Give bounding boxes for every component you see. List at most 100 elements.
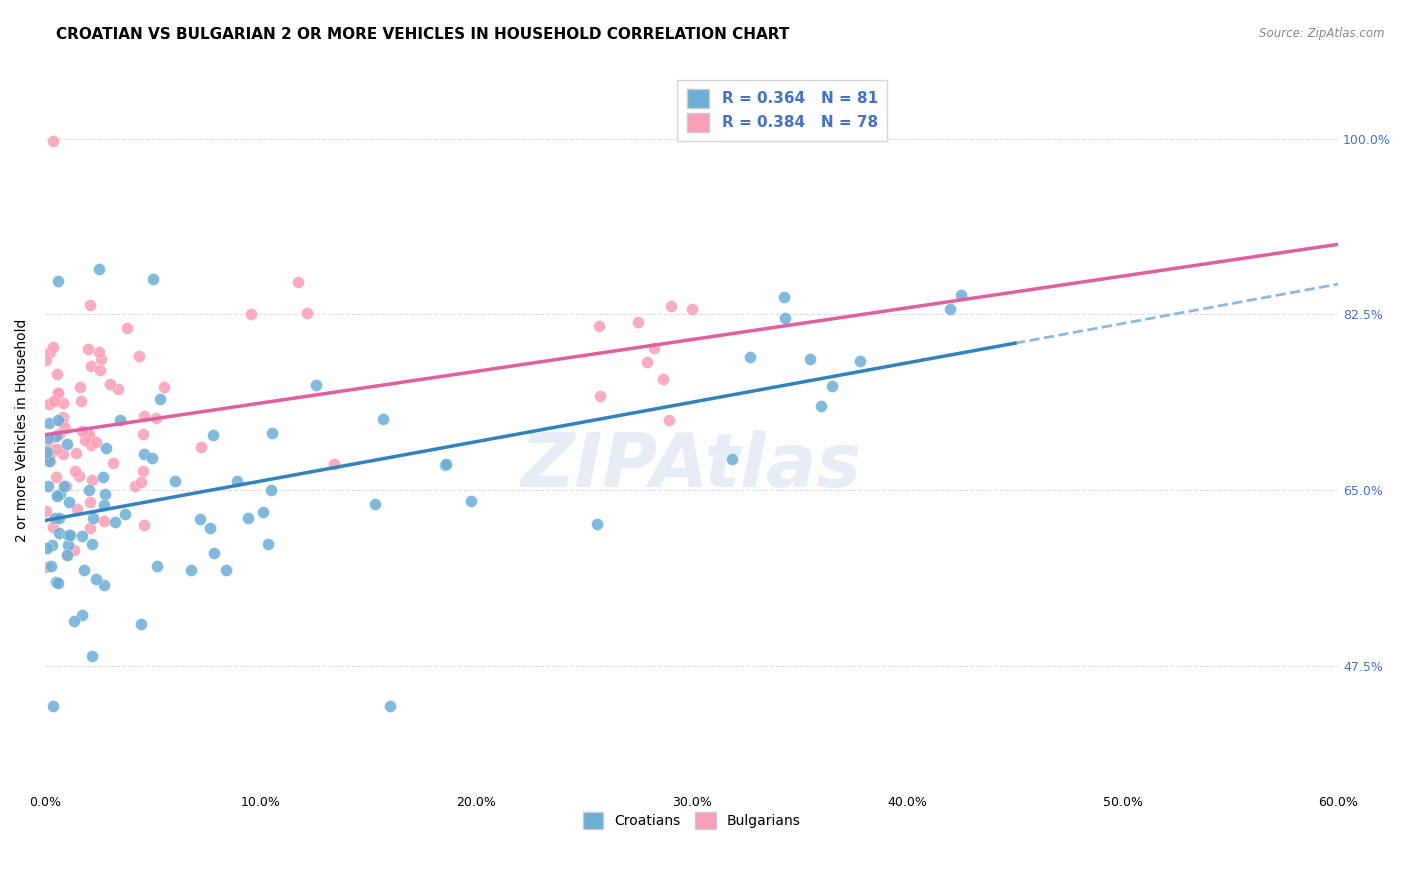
Point (643, 341, 665, 355)
Point (70, 607, 93, 622)
Point (67, 469, 90, 483)
Point (44, 510, 66, 524)
Point (108, 413, 131, 427)
Point (128, 349, 150, 363)
Point (37, 444, 59, 458)
Point (90, 352, 112, 367)
Point (323, 457, 346, 471)
Point (202, 546, 225, 560)
Point (56, 548, 79, 562)
Point (38, 454, 60, 468)
Point (52, 447, 75, 461)
Point (114, 508, 136, 522)
Point (35, 504, 58, 518)
Point (55, 548, 77, 562)
Point (53, 479, 76, 493)
Point (49, 487, 72, 501)
Point (287, 276, 309, 290)
Point (586, 516, 609, 531)
Point (77, 426, 100, 441)
Point (72, 528, 94, 542)
Point (79, 521, 101, 535)
Point (202, 428, 225, 442)
Point (45, 442, 67, 457)
Point (98, 376, 121, 391)
Text: ZIPAtlas: ZIPAtlas (522, 430, 862, 502)
Point (38, 454, 60, 468)
Point (260, 425, 283, 440)
Point (63, 614, 86, 628)
Point (58, 495, 80, 509)
Point (636, 355, 658, 369)
Point (239, 307, 262, 321)
Point (589, 389, 612, 403)
Point (41, 446, 63, 460)
Point (46, 413, 69, 427)
Point (132, 518, 155, 533)
Point (252, 504, 274, 518)
Point (41, 538, 63, 552)
Point (364, 497, 387, 511)
Point (59, 528, 82, 542)
Point (82, 510, 104, 524)
Text: CROATIAN VS BULGARIAN 2 OR MORE VEHICLES IN HOUSEHOLD CORRELATION CHART: CROATIAN VS BULGARIAN 2 OR MORE VEHICLES… (56, 27, 790, 42)
Point (41, 520, 63, 534)
Text: Source: ZipAtlas.com: Source: ZipAtlas.com (1260, 27, 1385, 40)
Point (434, 457, 457, 471)
Point (35, 560, 58, 574)
Point (153, 380, 176, 394)
Point (44, 393, 66, 408)
Point (146, 559, 169, 574)
Point (163, 474, 186, 488)
Point (37, 432, 59, 446)
Point (132, 464, 155, 478)
Point (304, 377, 326, 392)
Point (773, 290, 796, 304)
Point (38, 450, 60, 465)
Point (260, 483, 283, 497)
Point (56, 437, 79, 451)
Point (104, 515, 127, 529)
Point (659, 299, 682, 313)
Point (93, 498, 115, 512)
Point (134, 447, 156, 461)
Point (89, 362, 111, 376)
Point (588, 318, 610, 333)
Point (55, 478, 77, 492)
Point (79, 297, 101, 311)
Point (190, 440, 212, 454)
Point (46, 576, 69, 591)
Point (132, 427, 155, 442)
Point (48, 511, 70, 525)
Point (48, 426, 70, 441)
Point (378, 698, 401, 713)
Point (38, 416, 60, 430)
Point (236, 510, 259, 524)
Point (775, 311, 797, 326)
Point (82, 648, 104, 663)
Point (80, 473, 103, 487)
Point (41, 134, 63, 148)
Point (180, 563, 202, 577)
Point (124, 478, 146, 492)
Point (58, 528, 80, 542)
Point (94, 486, 117, 500)
Point (37, 541, 59, 555)
Point (80, 359, 103, 373)
Point (131, 617, 153, 632)
Point (848, 353, 870, 368)
Point (37, 479, 59, 493)
Point (51, 416, 73, 430)
Point (627, 315, 650, 329)
Point (297, 306, 319, 320)
Point (79, 495, 101, 509)
Point (681, 302, 703, 317)
Point (257, 536, 280, 550)
Point (52, 396, 75, 410)
Point (66, 502, 89, 516)
Point (80, 438, 103, 452)
Point (77, 427, 100, 442)
Point (75, 433, 97, 447)
Point (46, 386, 69, 401)
Point (46, 275, 69, 289)
